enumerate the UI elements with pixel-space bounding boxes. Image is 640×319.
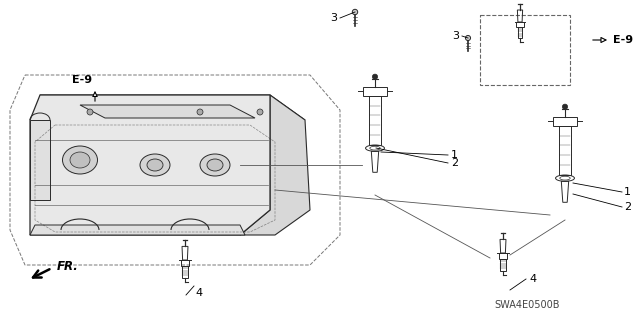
Text: E-9: E-9 [613,35,633,45]
Ellipse shape [63,146,97,174]
Circle shape [372,74,378,79]
Text: 1: 1 [624,187,631,197]
Polygon shape [30,95,270,235]
Text: SWA4E0500B: SWA4E0500B [494,300,560,310]
Ellipse shape [70,152,90,168]
Circle shape [197,109,203,115]
Text: 4: 4 [195,288,202,298]
Ellipse shape [207,159,223,171]
Polygon shape [240,95,310,235]
Text: FR.: FR. [57,259,79,272]
Text: 1: 1 [451,150,458,160]
Text: 3: 3 [452,31,459,41]
Circle shape [465,35,470,41]
Circle shape [352,9,358,15]
Polygon shape [30,225,245,235]
Text: 2: 2 [624,202,631,212]
Circle shape [87,109,93,115]
Text: 2: 2 [451,158,458,168]
Circle shape [257,109,263,115]
Ellipse shape [140,154,170,176]
Polygon shape [30,120,50,200]
Polygon shape [80,105,255,118]
Polygon shape [40,95,305,120]
Text: E-9: E-9 [72,75,92,85]
Circle shape [563,104,568,109]
Ellipse shape [147,159,163,171]
Text: 3: 3 [330,13,337,23]
Ellipse shape [200,154,230,176]
Text: 4: 4 [529,274,536,284]
